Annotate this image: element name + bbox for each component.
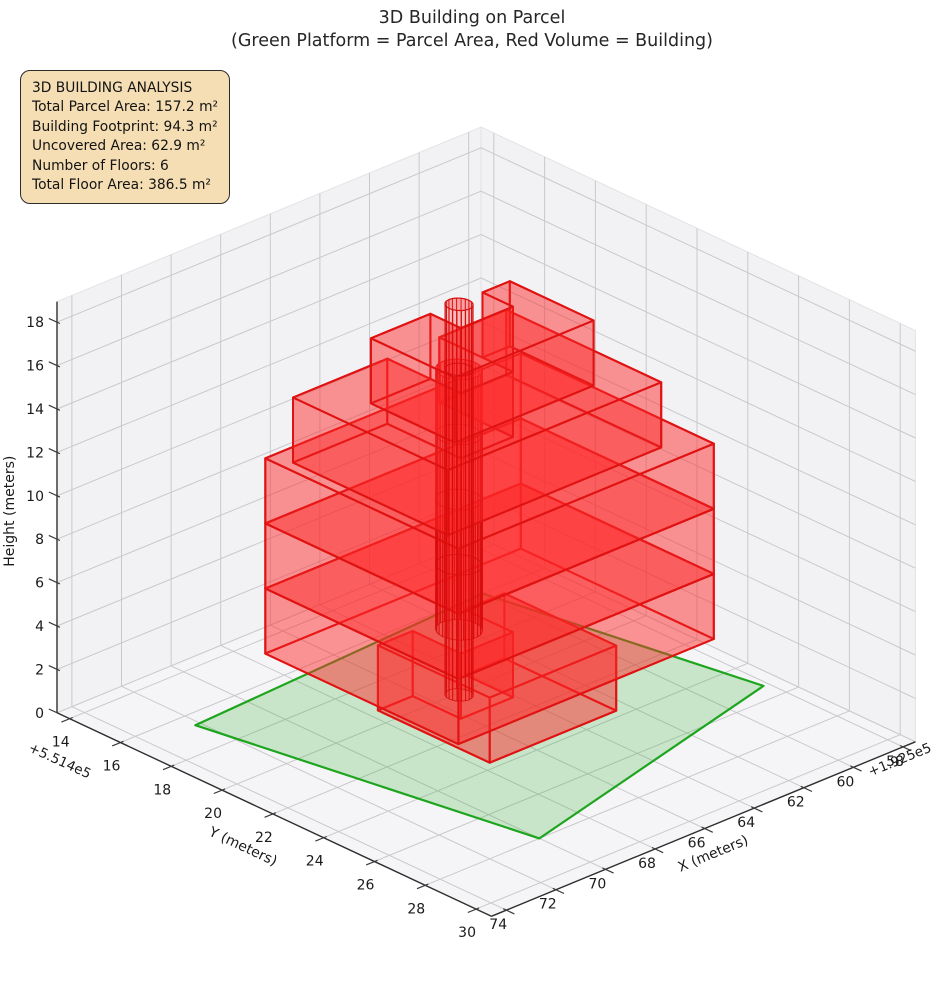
z-tick-label: 12 (26, 445, 44, 461)
building-floor-2 (264, 482, 715, 746)
z-axis-ticks: 0 2 4 6 8 10 12 14 16 18 (26, 315, 61, 722)
y-tick-label: 18 (153, 782, 171, 798)
z-tick-label: 6 (35, 576, 44, 592)
chart-subtitle: (Green Platform = Parcel Area, Red Volum… (231, 31, 713, 51)
x-tick-label: 72 (539, 897, 557, 913)
x-tick-label: 62 (787, 795, 805, 811)
x-tick-label: 66 (688, 836, 706, 852)
chart-title: 3D Building on Parcel (378, 8, 566, 28)
z-tick-label: 0 (35, 706, 44, 722)
info-number-of-floors: Number of Floors: 6 (32, 157, 169, 174)
building-floor-3 (264, 417, 715, 680)
building-floor-6 (369, 280, 595, 444)
z-tick-label: 4 (35, 619, 44, 635)
z-axis-label: Height (meters) (2, 456, 18, 567)
z-tick-label: 14 (26, 402, 44, 418)
info-parcel-area: Total Parcel Area: 157.2 m² (32, 99, 219, 116)
z-tick-label: 18 (26, 315, 44, 331)
x-tick-label: 58 (886, 754, 904, 770)
y-tick-label: 30 (458, 925, 476, 941)
parcel-polygon (194, 592, 765, 840)
y-tick-label: 28 (407, 901, 425, 917)
x-tick-label: 74 (489, 917, 507, 933)
y-tick-label: 26 (357, 878, 375, 894)
y-tick-label: 14 (52, 735, 70, 751)
x-tick-label: 68 (638, 856, 656, 872)
y-tick-label: 24 (306, 854, 324, 870)
core-cylinder-wide (435, 358, 483, 641)
y-axis-ticks: 14 16 18 20 22 24 26 28 30 (52, 716, 480, 941)
core-cylinder-narrow (444, 297, 474, 702)
y-tick-label: 22 (255, 830, 273, 846)
analysis-info-box: 3D BUILDING ANALYSIS Total Parcel Area: … (20, 70, 231, 205)
z-tick-label: 16 (26, 359, 44, 375)
z-tick-label: 2 (35, 662, 44, 678)
x-axis-ticks: 58 60 62 64 66 68 70 72 74 (489, 744, 912, 933)
x-tick-label: 60 (836, 774, 854, 790)
y-tick-label: 20 (204, 806, 222, 822)
info-building-footprint: Building Footprint: 94.3 m² (32, 118, 218, 135)
info-box-title: 3D BUILDING ANALYSIS (32, 80, 193, 96)
info-uncovered-area: Uncovered Area: 62.9 m² (32, 138, 206, 155)
info-total-floor-area: Total Floor Area: 386.5 m² (32, 177, 211, 194)
z-tick-label: 10 (26, 489, 44, 505)
chart-title-block: 3D Building on Parcel (Green Platform = … (0, 7, 944, 53)
y-tick-label: 16 (103, 759, 121, 775)
x-tick-label: 64 (737, 815, 755, 831)
x-tick-label: 70 (588, 876, 606, 892)
axis-spines (56, 301, 916, 917)
z-tick-label: 8 (35, 532, 44, 548)
